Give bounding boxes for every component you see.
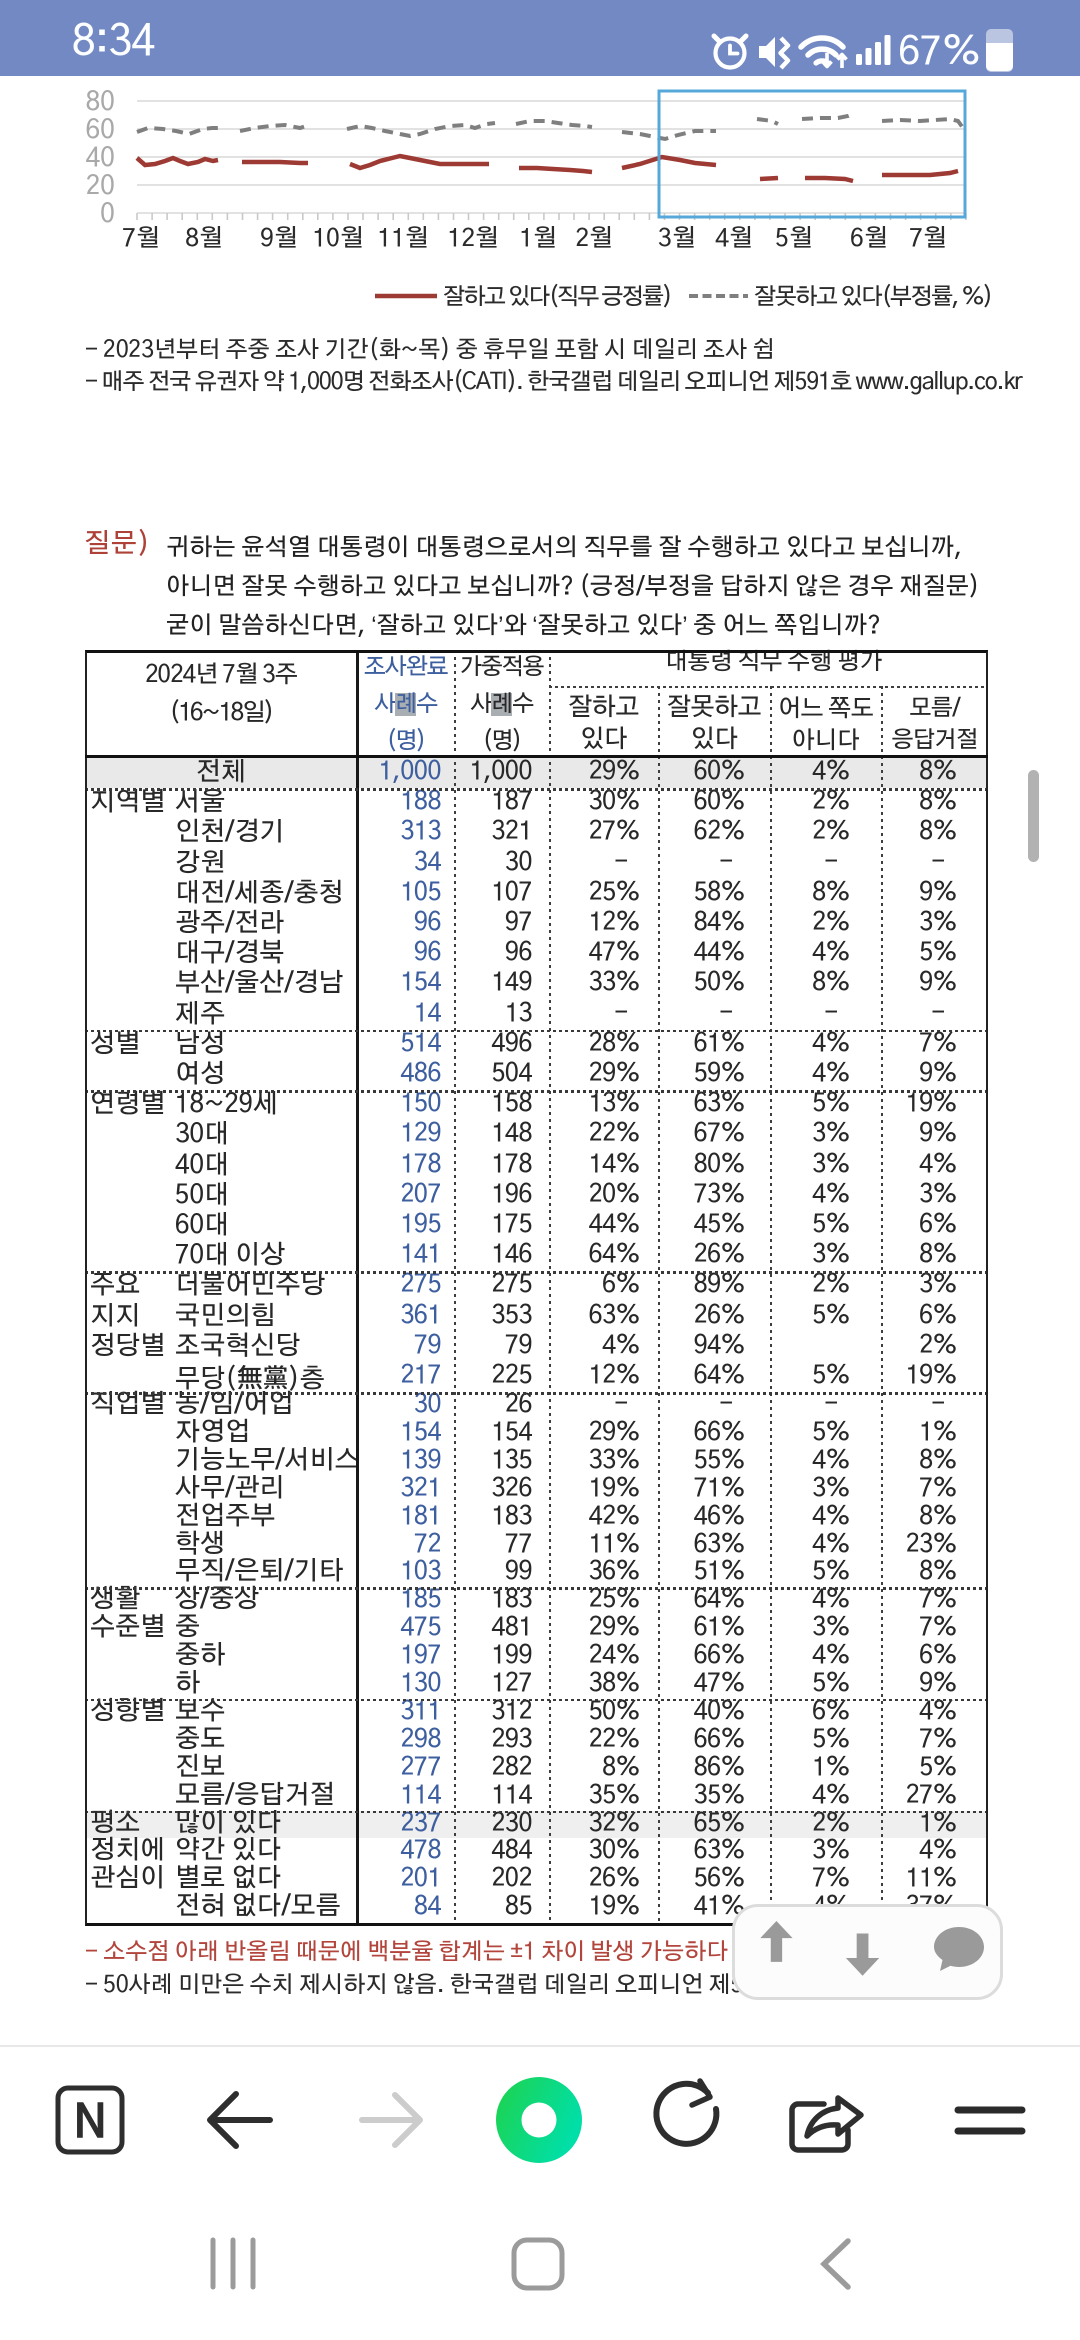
svg-text:1월: 1월 [519,225,557,251]
svg-text:3월: 3월 [658,225,696,251]
svg-text:6월: 6월 [850,225,888,251]
svg-text:5월: 5월 [775,225,813,251]
svg-text:2월: 2월 [575,225,613,251]
svg-text:67%: 67% [898,33,981,72]
svg-text:10월: 10월 [312,225,364,251]
svg-text:80: 80 [86,90,115,116]
svg-text:8월: 8월 [185,225,223,251]
svg-text:7월: 7월 [909,225,947,251]
svg-text:N: N [73,2101,107,2147]
svg-text:4월: 4월 [715,225,753,251]
svg-text:잘하고 있다(직무 긍정률): 잘하고 있다(직무 긍정률) [443,283,671,309]
svg-text:잘못하고 있다(부정률, %): 잘못하고 있다(부정률, %) [754,283,991,309]
svg-text:40: 40 [86,146,115,172]
svg-text:20: 20 [86,174,115,200]
svg-text:9월: 9월 [260,225,298,251]
svg-text:0: 0 [100,202,115,228]
svg-text:60: 60 [86,118,115,144]
svg-text:7월: 7월 [122,225,160,251]
svg-text:11월: 11월 [377,225,429,251]
svg-text:12월: 12월 [447,225,499,251]
